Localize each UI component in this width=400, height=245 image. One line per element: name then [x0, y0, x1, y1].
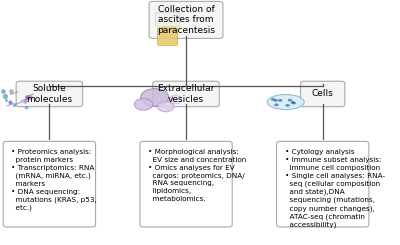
Text: Extracellular
vesicles: Extracellular vesicles — [157, 84, 215, 104]
FancyBboxPatch shape — [16, 81, 83, 107]
Circle shape — [141, 89, 169, 106]
FancyBboxPatch shape — [163, 22, 172, 30]
Text: Soluble
molecules: Soluble molecules — [26, 84, 72, 104]
FancyBboxPatch shape — [300, 81, 345, 107]
Text: • Cytology analysis
• Immune subset analysis:
  Immune cell composition
• Single: • Cytology analysis • Immune subset anal… — [285, 149, 385, 228]
Circle shape — [158, 102, 174, 112]
Text: Collection of
ascites from
paracentesis: Collection of ascites from paracentesis — [157, 5, 215, 35]
Circle shape — [285, 104, 290, 107]
FancyBboxPatch shape — [140, 141, 232, 227]
Text: Cells: Cells — [312, 89, 334, 98]
FancyBboxPatch shape — [3, 141, 96, 227]
Circle shape — [134, 98, 153, 110]
FancyBboxPatch shape — [153, 81, 219, 107]
Circle shape — [274, 99, 278, 102]
Text: • Proteomics analysis:
  protein markers
• Transcriptomics: RNA
  (mRNA, miRNA, : • Proteomics analysis: protein markers •… — [11, 149, 97, 211]
FancyBboxPatch shape — [155, 12, 180, 26]
FancyBboxPatch shape — [276, 141, 369, 227]
FancyBboxPatch shape — [158, 28, 178, 45]
Circle shape — [288, 99, 292, 101]
Circle shape — [274, 103, 279, 106]
FancyBboxPatch shape — [149, 1, 223, 38]
Circle shape — [168, 96, 182, 104]
Circle shape — [271, 98, 275, 101]
Circle shape — [292, 102, 296, 104]
Circle shape — [291, 101, 295, 104]
Circle shape — [278, 99, 282, 102]
Text: • Morphological analysis:
  EV size and concentration
• Omics analyses for EV
  : • Morphological analysis: EV size and co… — [148, 149, 246, 202]
Ellipse shape — [267, 95, 304, 110]
